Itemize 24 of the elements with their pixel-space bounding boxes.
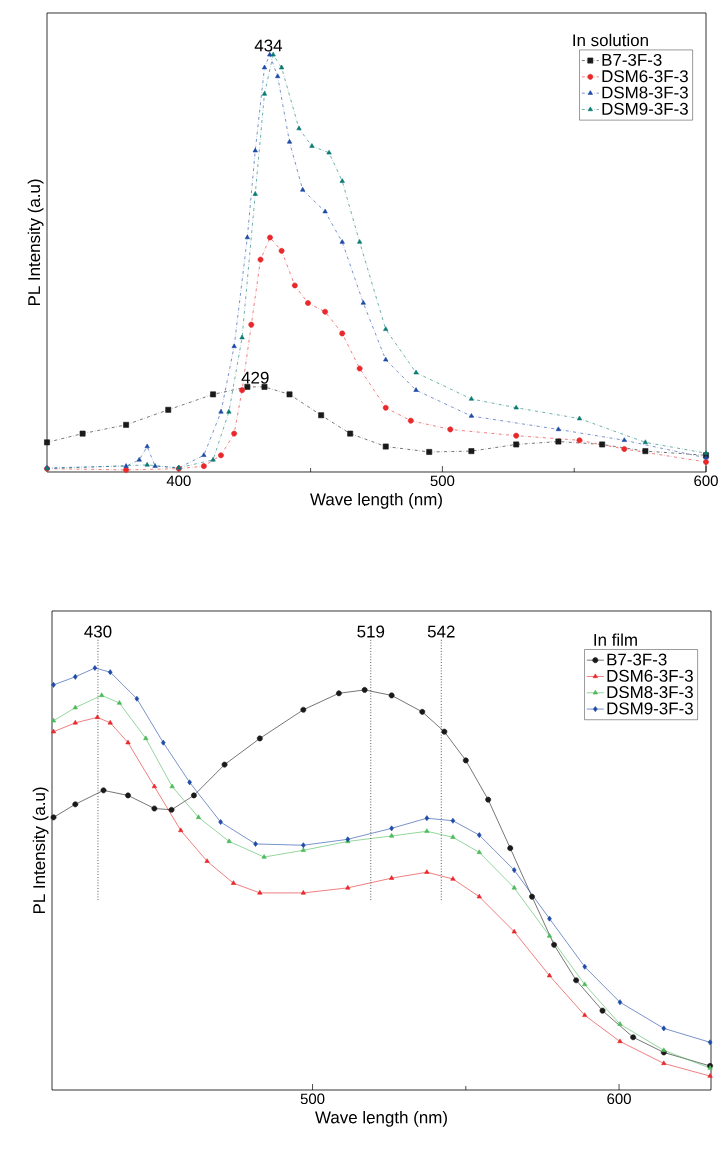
ref-line-label: 519 [357, 625, 385, 638]
y-axis-title: PL Intensity (a.u) [32, 787, 49, 914]
x-tick-label: 500 [430, 475, 455, 487]
x-tick-label: 600 [694, 475, 718, 487]
legend-label: DSM8-3F-3 [602, 86, 688, 99]
annotation: 434 [254, 39, 283, 52]
legend-label: DSM6-3F-3 [607, 669, 693, 682]
x-tick-label: 500 [300, 1093, 325, 1105]
ref-line-label: 430 [84, 625, 112, 638]
legend-title: In film [594, 633, 637, 646]
x-tick-label: 600 [607, 1093, 631, 1105]
legend-label: DSM8-3F-3 [607, 686, 693, 699]
x-tick-label: 400 [166, 475, 191, 487]
y-axis-title: PL Intensity (a.u) [27, 179, 44, 306]
ref-line-label: 542 [427, 625, 455, 638]
legend-label: B7-3F-3 [602, 53, 662, 66]
x-axis-title: Wave length (nm) [310, 492, 442, 509]
legend-label: DSM9-3F-3 [602, 102, 688, 115]
legend-title: In solution [573, 33, 648, 47]
x-axis-title: Wave length (nm) [315, 1110, 447, 1127]
legend-label: DSM9-3F-3 [607, 702, 693, 715]
annotation: 429 [241, 371, 269, 384]
legend-label: B7-3F-3 [607, 653, 667, 666]
legend-label: DSM6-3F-3 [602, 70, 688, 83]
